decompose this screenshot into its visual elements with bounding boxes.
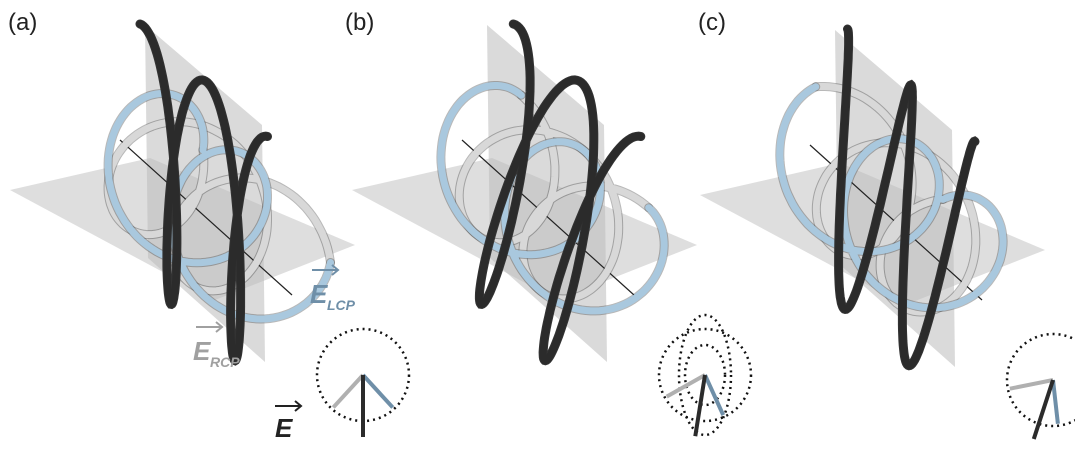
rcp-vector — [333, 375, 363, 407]
panel-label: (b) — [345, 9, 374, 36]
lcp-label: E LCP — [310, 265, 356, 313]
rcp-vector — [1010, 380, 1053, 389]
lcp-vector — [1053, 380, 1058, 424]
symbol: E — [275, 413, 293, 443]
figure: (a) (b) (c) E LCP E RCP E — [0, 0, 1075, 450]
arrow — [275, 401, 301, 411]
symbol: E — [310, 279, 328, 309]
subscript: RCP — [210, 354, 240, 370]
panel-label: (c) — [698, 9, 726, 36]
total-label: E — [275, 401, 301, 443]
subscript: LCP — [327, 297, 356, 313]
symbol: E — [193, 336, 211, 366]
panel-label: (a) — [8, 9, 37, 36]
arrow — [196, 322, 222, 332]
lcp-vector — [705, 375, 723, 415]
field-vector — [1034, 380, 1053, 439]
rcp-vector — [667, 375, 705, 397]
field-vector — [695, 375, 705, 436]
lcp-vector — [363, 375, 393, 407]
drawing — [10, 24, 1075, 439]
